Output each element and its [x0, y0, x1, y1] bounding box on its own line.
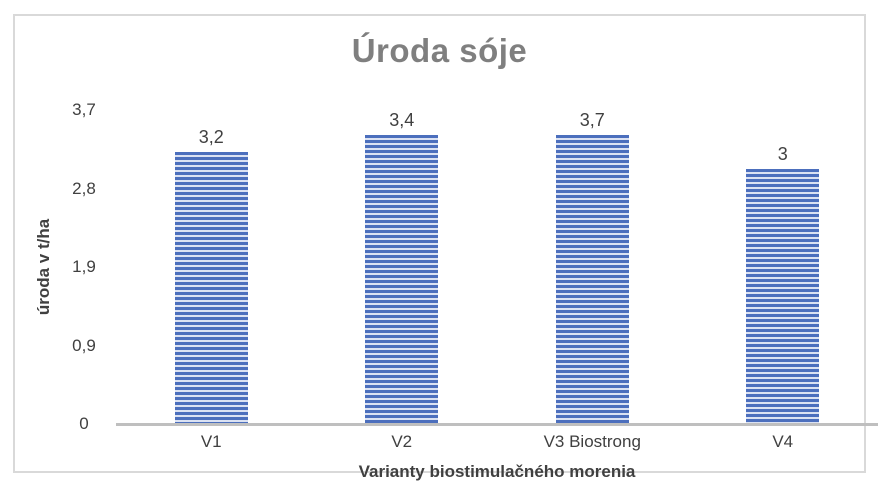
y-axis-ticks: 0 0,9 1,9 2,8 3,7: [49, 100, 119, 433]
chart-title: Úroda sóje: [351, 32, 528, 69]
bar-value-label: 3: [777, 144, 788, 165]
bar-group: 3,4: [307, 110, 498, 424]
x-category-label: V1: [200, 432, 222, 451]
bar-value-label: 3,7: [579, 110, 605, 130]
bar-value-label: 3,4: [389, 110, 415, 131]
x-category-label: V4: [772, 432, 794, 451]
bar-value-label: 3,2: [198, 127, 224, 148]
y-tick-label: 1,9: [72, 257, 96, 276]
y-tick-label: 0,9: [72, 335, 96, 355]
bar-v4[interactable]: [746, 169, 820, 424]
x-category-label: V3 Biostrong: [543, 432, 641, 451]
plot-area: 3,2 3,4 3,7 3: [116, 110, 878, 426]
chart-frame: Úroda sóje úroda v t/ha 0 0,9 1,9 2,8 3,7 3,…: [13, 14, 878, 481]
x-category-label: V2: [391, 432, 413, 451]
bar-slots: 3,2 3,4 3,7 3: [116, 110, 878, 424]
y-tick-label: 2,8: [72, 178, 96, 198]
y-tick-label: 3,7: [72, 100, 96, 119]
bar-group: 3,7: [497, 110, 688, 424]
y-tick-label: 0: [79, 414, 89, 433]
x-axis-line: [116, 423, 878, 426]
bar-group: 3,2: [116, 110, 307, 424]
x-axis-title: Varianty biostimulačného morenia: [358, 462, 636, 481]
bar-v3-biostrong[interactable]: [555, 135, 629, 424]
x-axis-category-labels: V1 V2 V3 Biostrong V4: [116, 432, 878, 452]
bar-v1[interactable]: [174, 152, 248, 424]
bar-v2[interactable]: [365, 135, 439, 424]
bar-group: 3: [688, 110, 878, 424]
